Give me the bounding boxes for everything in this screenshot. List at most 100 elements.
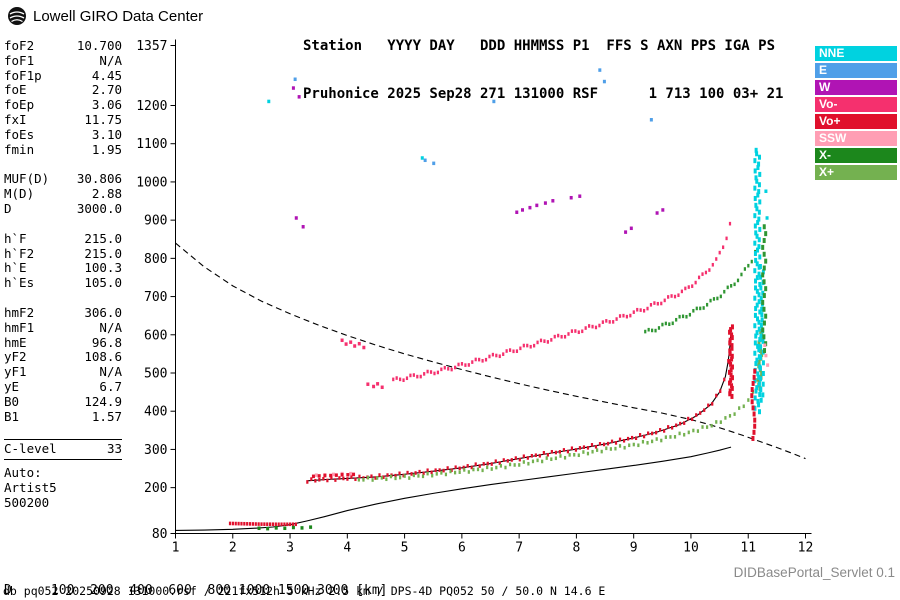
param-value: 2.88 <box>91 186 122 202</box>
brand-title: Lowell GIRO Data Center <box>33 7 204 25</box>
param-row-clevel: C-level 33 <box>4 442 122 457</box>
param-row-hf: h`F 215.0 <box>4 230 122 247</box>
param-value: 108.6 <box>84 349 122 365</box>
param-row-500200: 500200 <box>4 494 122 511</box>
station-header: Station YYYY DAY DDD HHMMSS P1 FFS S AXN… <box>303 6 783 134</box>
svg-text:4: 4 <box>343 541 351 556</box>
param-row-fxi: fxI 11.75 <box>4 111 122 128</box>
param-row-yf1: yF1 N/A <box>4 364 122 380</box>
svg-text:3: 3 <box>286 541 294 556</box>
svg-text:1: 1 <box>172 541 180 556</box>
legend: NNE E W Vo- Vo+ SSW X- X+ <box>815 46 897 182</box>
param-label: foE <box>4 82 27 98</box>
param-row-fof1p: foF1p 4.45 <box>4 67 122 84</box>
param-row-auto: Auto: <box>4 465 122 481</box>
param-label: fxI <box>4 111 27 127</box>
svg-text:400: 400 <box>144 405 167 420</box>
svg-text:1200: 1200 <box>136 99 167 114</box>
svg-text:7: 7 <box>515 541 523 556</box>
param-label: foF1p <box>4 67 42 83</box>
param-label: Auto: <box>4 465 42 481</box>
param-row-fof2: foF2 10.700 <box>4 38 122 54</box>
param-label: foF1 <box>4 52 35 68</box>
param-label: B1 <box>4 408 20 424</box>
svg-text:80: 80 <box>152 527 168 542</box>
param-row-hes: h`Es 105.0 <box>4 275 122 291</box>
param-row-artist5: Artist5 <box>4 479 122 496</box>
param-label: hmE <box>4 334 27 350</box>
param-value: 1.95 <box>91 141 122 157</box>
param-row-hmf1: hmF1 N/A <box>4 319 122 336</box>
svg-text:8: 8 <box>572 541 580 556</box>
parameter-panel: foF2 10.700 foF1 N/A foF1p 4.45 foE 2.70 foEp 3.0… <box>4 38 122 526</box>
param-value: 30.806 <box>76 171 122 187</box>
svg-text:6: 6 <box>458 541 466 556</box>
param-label: M(D) <box>4 186 35 202</box>
param-value: 306.0 <box>84 304 122 320</box>
param-label: B0 <box>4 393 20 409</box>
param-value: 215.0 <box>84 230 122 246</box>
station-header-values: Pruhonice 2025 Sep28 271 131000 RSF 1 71… <box>303 86 784 102</box>
param-label: h`E <box>4 260 27 276</box>
param-value: 4.45 <box>91 67 122 83</box>
record-info-line: db pq052 20250928 131000.rsf / 221fx512h… <box>3 584 606 598</box>
svg-text:700: 700 <box>144 290 167 305</box>
param-row-yf2: yF2 108.6 <box>4 350 122 365</box>
param-label: fmin <box>4 141 35 157</box>
svg-text:10: 10 <box>683 541 699 556</box>
svg-text:300: 300 <box>144 443 167 458</box>
param-value: 3.10 <box>91 126 122 142</box>
param-value: 6.7 <box>99 378 122 394</box>
distance-row: D 100 200 400 600 800 1000 1500 3000 [km… <box>4 583 388 598</box>
true-height-profile <box>175 446 732 531</box>
param-value: 11.75 <box>84 111 122 127</box>
param-label: foF2 <box>4 38 35 53</box>
param-value: N/A <box>99 364 122 380</box>
svg-text:800: 800 <box>144 252 167 267</box>
param-value: 1.57 <box>91 408 122 424</box>
param-label: 500200 <box>4 494 50 510</box>
param-row-hf2: h`F2 215.0 <box>4 246 122 262</box>
param-label: yF1 <box>4 364 27 380</box>
param-label: Artist5 <box>4 479 57 495</box>
svg-text:2: 2 <box>229 541 237 556</box>
brand: Lowell GIRO Data Center <box>7 6 203 26</box>
param-label: hmF2 <box>4 304 35 320</box>
param-row-hme: hmE 96.8 <box>4 334 122 351</box>
giro-logo-icon <box>8 7 26 25</box>
servlet-version-label: DIDBasePortal_Servlet 0.1 <box>733 565 895 580</box>
legend-item-x: X- <box>815 148 897 163</box>
legend-item-nne: NNE <box>815 46 897 61</box>
param-label: C-level <box>4 441 57 457</box>
station-header-columns: Station YYYY DAY DDD HHMMSS P1 FFS S AXN… <box>303 38 776 54</box>
param-row-md: M(D) 2.88 <box>4 186 122 202</box>
svg-text:900: 900 <box>144 214 167 229</box>
svg-text:500: 500 <box>144 366 167 381</box>
param-row-b1: B1 1.57 <box>4 408 122 425</box>
param-value: 100.3 <box>84 260 122 276</box>
legend-item-vo: Vo+ <box>815 114 897 129</box>
muf-transmission-curve <box>175 242 806 460</box>
param-label: h`Es <box>4 275 35 291</box>
param-value: 33 <box>106 441 122 457</box>
svg-text:600: 600 <box>144 328 167 343</box>
param-value: N/A <box>99 319 122 335</box>
svg-text:200: 200 <box>144 481 167 496</box>
param-label: h`F <box>4 230 27 246</box>
param-row-foe: foE 2.70 <box>4 83 122 98</box>
param-label: D <box>4 200 12 216</box>
param-value: 10.700 <box>76 38 122 53</box>
param-row-ye: yE 6.7 <box>4 378 122 395</box>
param-row-fof1: foF1 N/A <box>4 52 122 69</box>
param-label: yF2 <box>4 349 27 365</box>
legend-item-vo: Vo- <box>815 97 897 112</box>
param-value: 3000.0 <box>76 200 122 216</box>
svg-text:1100: 1100 <box>136 137 167 152</box>
legend-item-e: E <box>815 63 897 78</box>
legend-item-w: W <box>815 80 897 95</box>
param-row-hmf2: hmF2 306.0 <box>4 304 122 321</box>
param-label: hmF1 <box>4 319 35 335</box>
param-row-foes: foEs 3.10 <box>4 126 122 143</box>
param-row-foep: foEp 3.06 <box>4 97 122 113</box>
